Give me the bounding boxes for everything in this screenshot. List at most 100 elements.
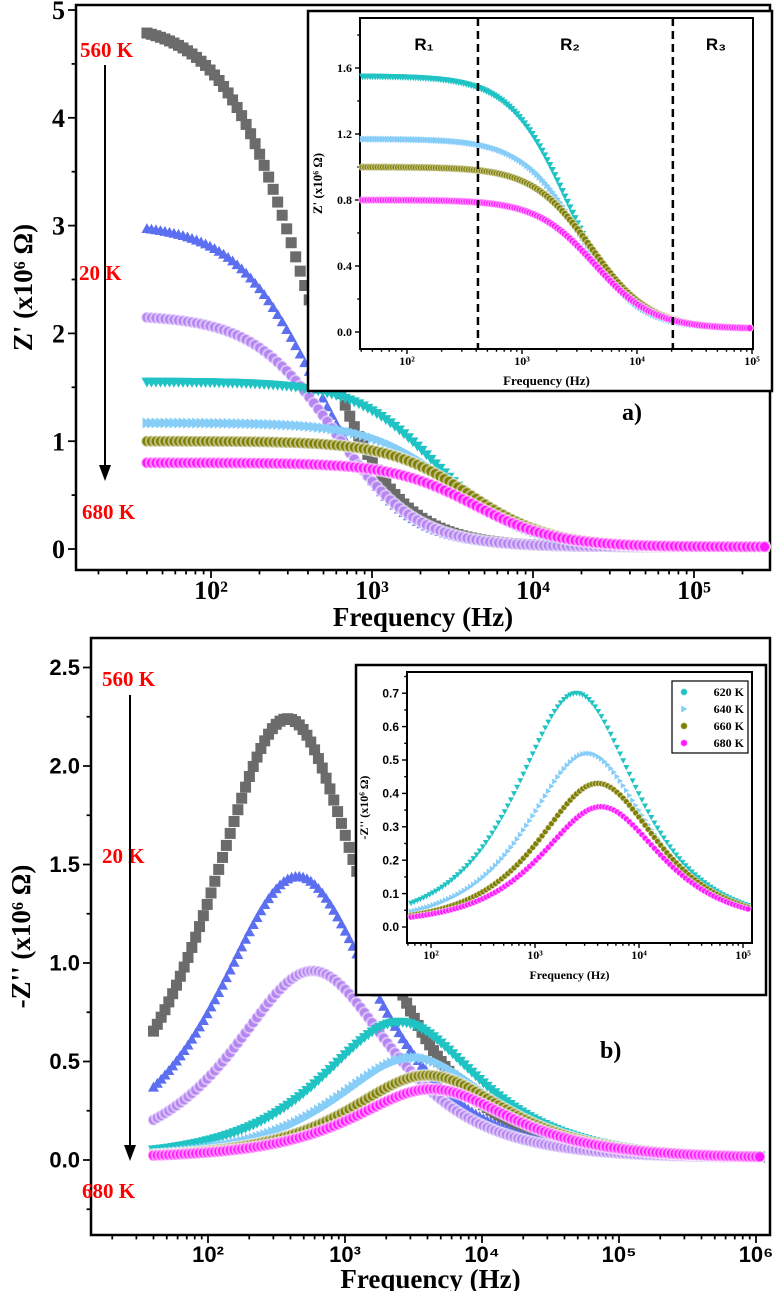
data-point xyxy=(552,778,558,785)
data-point xyxy=(247,760,259,772)
x-axis-label: Frequency (Hz) xyxy=(503,373,590,388)
data-point xyxy=(209,875,221,887)
legend: 620 K 640 K 660 K 680 K xyxy=(671,680,749,754)
data-point xyxy=(316,762,328,774)
data-point xyxy=(163,996,175,1008)
data-point xyxy=(424,904,430,911)
data-point xyxy=(574,753,580,760)
data-point xyxy=(448,877,455,884)
plot-frame xyxy=(89,636,772,1237)
data-point xyxy=(561,765,567,772)
data-point xyxy=(213,863,225,875)
data-point xyxy=(224,827,236,839)
data-point xyxy=(414,898,421,904)
data-point xyxy=(240,267,252,278)
data-point xyxy=(186,941,198,953)
inset-b-axes: 10² 10³ 10⁴ 10⁵ 0.0 0.1 0.2 0.3 0.4 0.5 0.6 0.7 Freq… xyxy=(357,671,753,982)
data-point xyxy=(439,884,446,890)
data-point xyxy=(548,167,556,174)
data-point xyxy=(299,280,311,292)
data-point xyxy=(685,866,692,872)
data-point xyxy=(243,926,255,937)
data-point xyxy=(411,899,418,905)
data-point xyxy=(477,876,483,883)
data-point xyxy=(228,956,240,967)
x-tick-label: 10² xyxy=(423,948,439,962)
data-point xyxy=(617,751,624,757)
data-point xyxy=(197,910,209,922)
data-point xyxy=(421,905,427,912)
data-point xyxy=(545,788,552,795)
y-tick-label: 0.6 xyxy=(382,720,399,734)
data-point xyxy=(553,177,561,184)
data-point xyxy=(217,979,229,990)
data-point xyxy=(638,797,645,803)
legend-marker-icon xyxy=(679,687,689,697)
data-point xyxy=(480,874,486,881)
x-tick-label: 10³ xyxy=(355,576,389,605)
temperature-label-end: 680 K xyxy=(82,500,136,524)
x-tick-label: 10² xyxy=(192,1242,224,1267)
y-tick-label: 0.2 xyxy=(382,853,399,867)
data-point xyxy=(220,839,232,851)
data-point xyxy=(452,892,458,899)
x-tick-label: 10⁴ xyxy=(631,948,647,962)
data-point xyxy=(536,143,544,150)
y-axis-label: Z' (x10⁶ Ω) xyxy=(310,153,325,214)
data-point xyxy=(580,751,586,758)
legend-marker-icon xyxy=(679,721,689,731)
data-point xyxy=(551,708,558,715)
data-point xyxy=(604,725,611,731)
data-point xyxy=(454,872,461,878)
data-point xyxy=(549,783,555,790)
y-tick-label: 1.5 xyxy=(49,852,80,877)
data-point xyxy=(608,765,614,772)
data-point xyxy=(467,859,474,866)
data-point xyxy=(227,94,239,106)
data-point xyxy=(420,895,427,901)
data-point xyxy=(539,797,546,804)
data-point xyxy=(470,856,477,862)
data-point xyxy=(309,744,321,756)
data-point xyxy=(236,792,248,804)
data-point xyxy=(479,844,486,850)
data-point xyxy=(568,209,577,217)
data-point xyxy=(663,840,670,846)
data-point xyxy=(247,919,259,929)
data-point xyxy=(626,771,633,778)
data-point xyxy=(623,787,630,794)
data-point xyxy=(294,348,306,359)
data-point xyxy=(548,714,555,720)
data-point xyxy=(263,893,275,904)
data-point xyxy=(424,1039,436,1051)
data-point xyxy=(549,188,556,196)
y-tick-label: 1.0 xyxy=(49,951,80,976)
data-point xyxy=(688,869,695,875)
x-tick-label: 10² xyxy=(399,354,415,368)
data-point xyxy=(446,895,452,902)
data-point xyxy=(297,723,309,735)
data-point xyxy=(371,409,383,420)
data-point xyxy=(366,456,378,468)
data-point xyxy=(595,709,602,715)
data-point xyxy=(182,951,194,963)
data-point xyxy=(236,263,248,274)
data-point xyxy=(642,803,649,809)
data-point xyxy=(362,403,374,414)
data-point xyxy=(585,697,592,703)
data-point xyxy=(525,127,534,134)
data-point xyxy=(426,892,433,898)
data-point xyxy=(483,871,489,878)
data-point xyxy=(745,323,754,333)
region-label: R₁ xyxy=(414,35,433,54)
data-point xyxy=(554,704,561,710)
y-tick-label: 1.6 xyxy=(337,61,352,75)
data-point xyxy=(532,744,539,751)
x-tick-label: 10⁴ xyxy=(516,576,550,605)
data-point xyxy=(436,899,443,906)
data-point xyxy=(228,815,240,827)
data-point xyxy=(243,770,255,782)
y-tick-label: 0 xyxy=(52,535,65,564)
data-point xyxy=(505,848,511,855)
